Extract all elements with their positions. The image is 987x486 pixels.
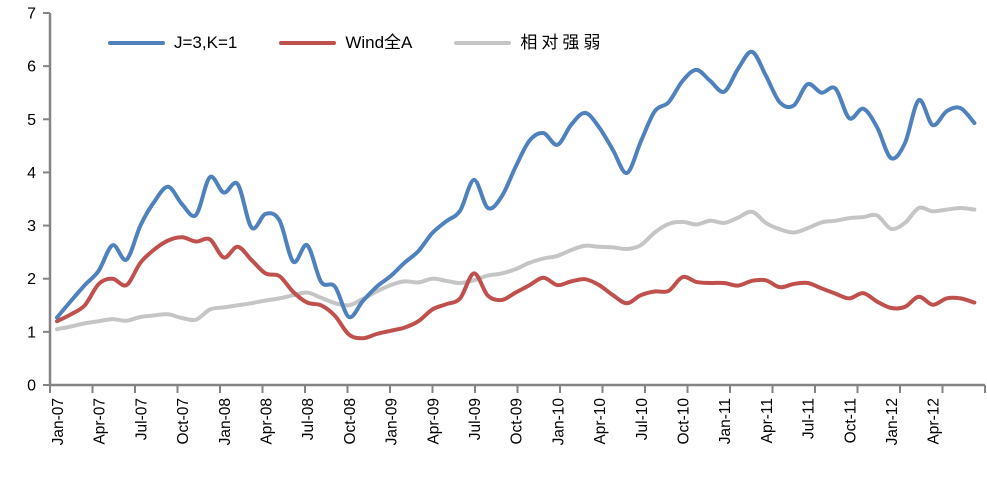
x-axis-label: Apr-11 <box>759 398 776 443</box>
series-line-1 <box>55 235 977 341</box>
legend-item-wind-all-a: Wind全A <box>279 33 412 53</box>
y-axis-label: 1 <box>27 324 36 341</box>
x-axis-label: Apr-10 <box>592 398 609 445</box>
y-axis-label: 3 <box>27 218 36 235</box>
y-axis-label: 7 <box>27 6 36 23</box>
x-axis-label: Jul-10 <box>634 398 651 441</box>
legend-label-j3k1: J=3,K=1 <box>174 33 238 52</box>
x-axis-label: Oct-11 <box>842 398 859 443</box>
legend-line-red-icon <box>279 41 337 45</box>
y-axis-label: 0 <box>27 378 36 395</box>
x-axis-label: Jul-08 <box>300 398 317 440</box>
x-axis-label: Apr-09 <box>425 398 442 445</box>
legend-line-blue-icon <box>108 41 165 45</box>
x-axis-label: Oct-08 <box>342 398 359 445</box>
x-axis-label: Jul-11 <box>801 398 818 439</box>
x-axis-label: Jul-09 <box>467 398 484 440</box>
x-axis-label: Apr-12 <box>926 398 943 445</box>
chart-legend: J=3,K=1 Wind全A 相对强弱 <box>108 33 604 53</box>
x-axis-label: Jan-10 <box>550 398 567 446</box>
x-axis-label: Jan-11 <box>717 398 734 444</box>
y-axis-label: 2 <box>27 271 36 288</box>
y-axis-label: 4 <box>27 165 36 182</box>
legend-line-gray-icon <box>454 41 512 45</box>
x-axis-label: Jan-08 <box>217 398 234 445</box>
x-axis-label: Jan-09 <box>384 398 401 445</box>
x-axis-label: Oct-07 <box>175 398 192 445</box>
legend-item-j3k1: J=3,K=1 <box>108 33 237 53</box>
x-axis-label: Apr-08 <box>259 398 276 445</box>
legend-label-relative-strength: 相对强弱 <box>520 33 605 53</box>
series-line-2 <box>55 205 977 332</box>
x-axis-label: Jan-12 <box>884 398 901 445</box>
y-axis-label: 5 <box>27 112 36 129</box>
x-axis-label: Apr-07 <box>92 398 109 445</box>
legend-label-wind-all-a: Wind全A <box>345 33 413 52</box>
y-axis-label: 6 <box>27 59 36 76</box>
series-line-0 <box>55 49 977 320</box>
x-axis-label: Jan-07 <box>50 398 67 445</box>
legend-item-relative-strength: 相对强弱 <box>454 33 604 53</box>
x-axis-label: Oct-10 <box>676 398 693 445</box>
axis-lines <box>48 13 985 387</box>
x-axis-label: Jul-07 <box>133 398 150 440</box>
x-axis-label: Oct-09 <box>509 398 526 445</box>
